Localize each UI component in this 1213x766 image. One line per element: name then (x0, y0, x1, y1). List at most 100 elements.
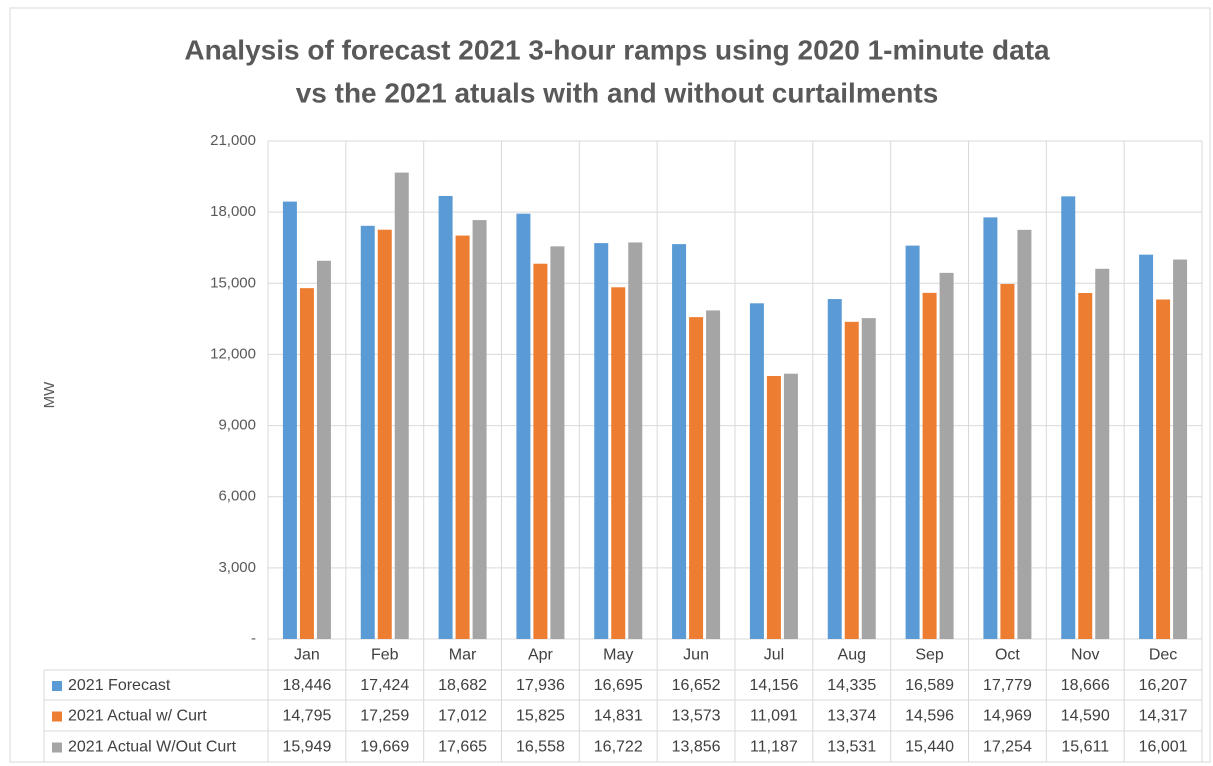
bar (299, 288, 314, 639)
x-tick-label: May (603, 647, 633, 664)
bar (377, 229, 392, 639)
bar (1139, 254, 1154, 639)
legend-swatch (52, 681, 62, 691)
bar (533, 263, 548, 639)
table-cell: 17,259 (360, 708, 409, 725)
bar (844, 321, 859, 639)
table-cell: 17,665 (438, 739, 487, 756)
table-cell: 16,001 (1139, 739, 1188, 756)
table-cell: 13,573 (672, 708, 721, 725)
y-tick-label: 18,000 (210, 203, 256, 220)
bar (550, 246, 565, 639)
legend-label: 2021 Actual W/Out Curt (68, 739, 237, 756)
x-tick-label: Mar (449, 647, 477, 664)
bar (438, 195, 453, 639)
chart-title: vs the 2021 atuals with and without curt… (296, 77, 939, 108)
x-tick-label: Aug (838, 647, 866, 664)
x-tick-label: Jan (294, 647, 320, 664)
table-cell: 17,424 (360, 677, 409, 694)
table-cell: 17,779 (983, 677, 1032, 694)
table-cell: 19,669 (360, 739, 409, 756)
bar (611, 287, 626, 639)
bar (672, 244, 687, 639)
y-tick-label: 9,000 (218, 417, 256, 434)
bar (783, 373, 798, 639)
table-cell: 15,440 (905, 739, 954, 756)
bar (706, 310, 721, 639)
x-tick-label: Dec (1149, 647, 1177, 664)
bar (455, 235, 470, 639)
x-tick-label: Jun (683, 647, 709, 664)
y-tick-label: 15,000 (210, 274, 256, 291)
bar (922, 292, 937, 639)
table-cell: 16,722 (594, 739, 643, 756)
bar (939, 272, 954, 639)
legend-swatch (52, 711, 62, 722)
bar (516, 213, 531, 639)
bar (1156, 299, 1171, 639)
table-cell: 17,254 (983, 739, 1032, 756)
table-cell: 14,335 (827, 677, 876, 694)
y-tick-label: 3,000 (218, 559, 256, 576)
legend-label: 2021 Forecast (68, 677, 171, 694)
bar (594, 243, 609, 639)
table-cell: 17,936 (516, 677, 565, 694)
table-cell: 16,589 (905, 677, 954, 694)
bar (905, 245, 920, 640)
bar (394, 172, 409, 639)
bar (628, 242, 643, 639)
x-tick-label: Oct (995, 647, 1020, 664)
bar (1078, 293, 1093, 639)
table-cell: 14,590 (1061, 708, 1110, 725)
table-cell: 13,531 (827, 739, 876, 756)
x-tick-label: Sep (915, 647, 944, 664)
bar (689, 317, 704, 639)
table-cell: 11,091 (750, 708, 798, 725)
table-cell: 18,666 (1061, 677, 1110, 694)
bar (827, 299, 842, 639)
table-cell: 16,652 (672, 677, 721, 694)
x-tick-label: Jul (764, 647, 784, 664)
table-cell: 14,317 (1139, 708, 1188, 725)
table-cell: 11,187 (750, 739, 798, 756)
table-cell: 16,207 (1139, 677, 1188, 694)
bar (472, 220, 487, 639)
table-cell: 13,374 (827, 708, 876, 725)
bar (861, 318, 876, 639)
y-tick-label: 21,000 (210, 132, 256, 149)
y-tick-label: - (251, 630, 256, 647)
legend-swatch (52, 742, 62, 753)
bar (282, 201, 297, 639)
legend-label: 2021 Actual w/ Curt (68, 708, 207, 725)
bar (1061, 196, 1076, 640)
bar (1095, 268, 1110, 639)
table-cell: 14,831 (594, 708, 643, 725)
bar (316, 260, 331, 639)
bar (1017, 229, 1032, 639)
y-axis-label: MW (41, 381, 58, 408)
table-cell: 15,825 (516, 708, 565, 725)
table-cell: 16,695 (594, 677, 643, 694)
table-cell: 14,596 (905, 708, 954, 725)
y-tick-label: 6,000 (218, 488, 256, 505)
bar (1173, 259, 1188, 639)
table-cell: 15,611 (1061, 739, 1109, 756)
bar (1000, 284, 1015, 639)
x-tick-label: Feb (371, 647, 399, 664)
x-tick-label: Nov (1071, 647, 1099, 664)
table-cell: 18,446 (282, 677, 331, 694)
table-cell: 14,969 (983, 708, 1032, 725)
y-tick-label: 12,000 (210, 345, 256, 362)
table-cell: 13,856 (672, 739, 721, 756)
bar (749, 303, 764, 639)
bar (766, 375, 781, 639)
table-cell: 17,012 (438, 708, 487, 725)
table-cell: 18,682 (438, 677, 487, 694)
x-tick-label: Apr (528, 647, 554, 664)
table-cell: 14,795 (282, 708, 331, 725)
bar (360, 225, 375, 639)
bar (983, 217, 998, 639)
table-cell: 14,156 (749, 677, 798, 694)
table-cell: 16,558 (516, 739, 565, 756)
